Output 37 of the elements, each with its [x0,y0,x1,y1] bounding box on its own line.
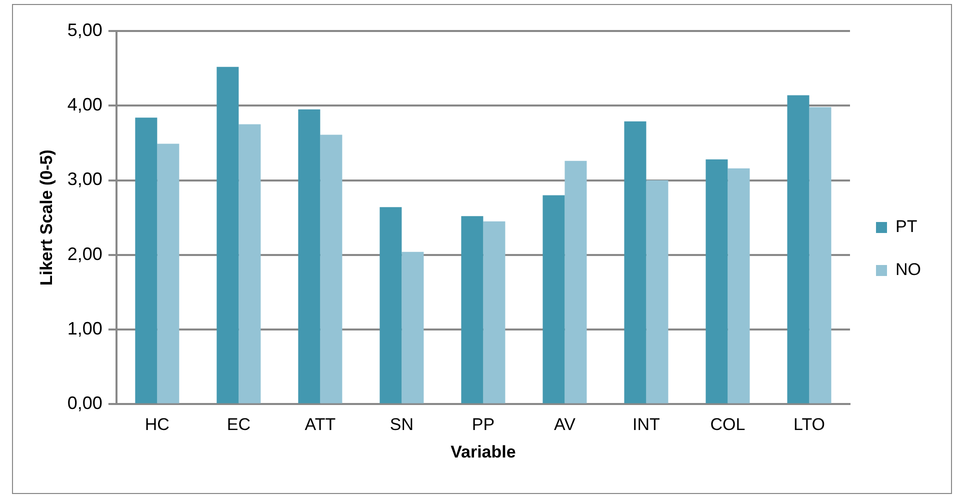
bar [461,216,484,404]
bar [787,95,810,404]
bar [646,180,668,404]
bar [706,159,728,404]
x-axis-title: Variable [450,442,516,462]
bar [298,109,320,404]
bar [542,195,565,404]
x-tick-label: PP [472,415,495,434]
bar [216,66,239,404]
bar [564,160,587,404]
y-tick-label: 4,00 [67,94,102,115]
x-tick-label: AV [554,415,576,434]
x-tick-label: EC [226,415,251,434]
bar [380,207,402,404]
bar [624,121,646,404]
y-tick-label: 2,00 [67,244,102,264]
legend-label: PT [896,217,918,236]
y-tick-label: 5,00 [67,20,102,40]
bar [320,134,342,404]
bar [728,168,750,404]
bar [157,144,180,404]
y-tick-label: 1,00 [67,318,102,339]
bar [809,107,832,404]
x-tick-label: SN [390,415,414,434]
x-tick-label: ATT [304,415,336,434]
bar [483,221,506,404]
y-tick-label: 3,00 [67,169,102,190]
x-tick-label: LTO [793,415,825,434]
y-axis-title: Likert Scale (0-5) [36,150,56,286]
x-tick-label: INT [632,415,660,434]
legend-label: NO [896,260,921,280]
bar [402,252,424,404]
x-tick-label: HC [144,415,170,434]
bar [238,124,261,404]
x-tick-label: COL [710,415,746,434]
y-tick-label: 0,00 [67,393,102,414]
bar [135,118,158,404]
